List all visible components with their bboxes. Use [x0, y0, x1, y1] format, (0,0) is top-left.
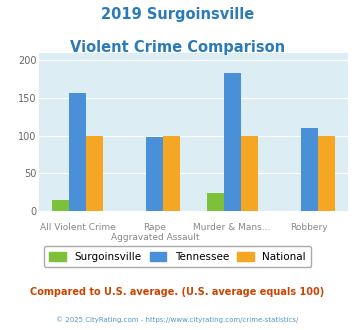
Legend: Surgoinsville, Tennessee, National: Surgoinsville, Tennessee, National: [44, 247, 311, 267]
Bar: [241, 136, 258, 211]
Bar: [224, 73, 241, 211]
Text: All Violent Crime: All Violent Crime: [40, 223, 115, 232]
Bar: [69, 93, 86, 211]
Bar: [86, 136, 103, 211]
Bar: [318, 136, 335, 211]
Text: Compared to U.S. average. (U.S. average equals 100): Compared to U.S. average. (U.S. average …: [31, 287, 324, 297]
Text: Murder & Mans...: Murder & Mans...: [193, 223, 271, 232]
Bar: [52, 200, 69, 211]
Text: Rape: Rape: [143, 223, 166, 232]
Text: Violent Crime Comparison: Violent Crime Comparison: [70, 40, 285, 54]
Bar: [207, 193, 224, 211]
Text: Aggravated Assault: Aggravated Assault: [111, 233, 199, 242]
Text: © 2025 CityRating.com - https://www.cityrating.com/crime-statistics/: © 2025 CityRating.com - https://www.city…: [56, 317, 299, 323]
Text: Robbery: Robbery: [290, 223, 328, 232]
Bar: [146, 137, 163, 211]
Text: 2019 Surgoinsville: 2019 Surgoinsville: [101, 7, 254, 21]
Bar: [163, 136, 180, 211]
Bar: [301, 128, 318, 211]
